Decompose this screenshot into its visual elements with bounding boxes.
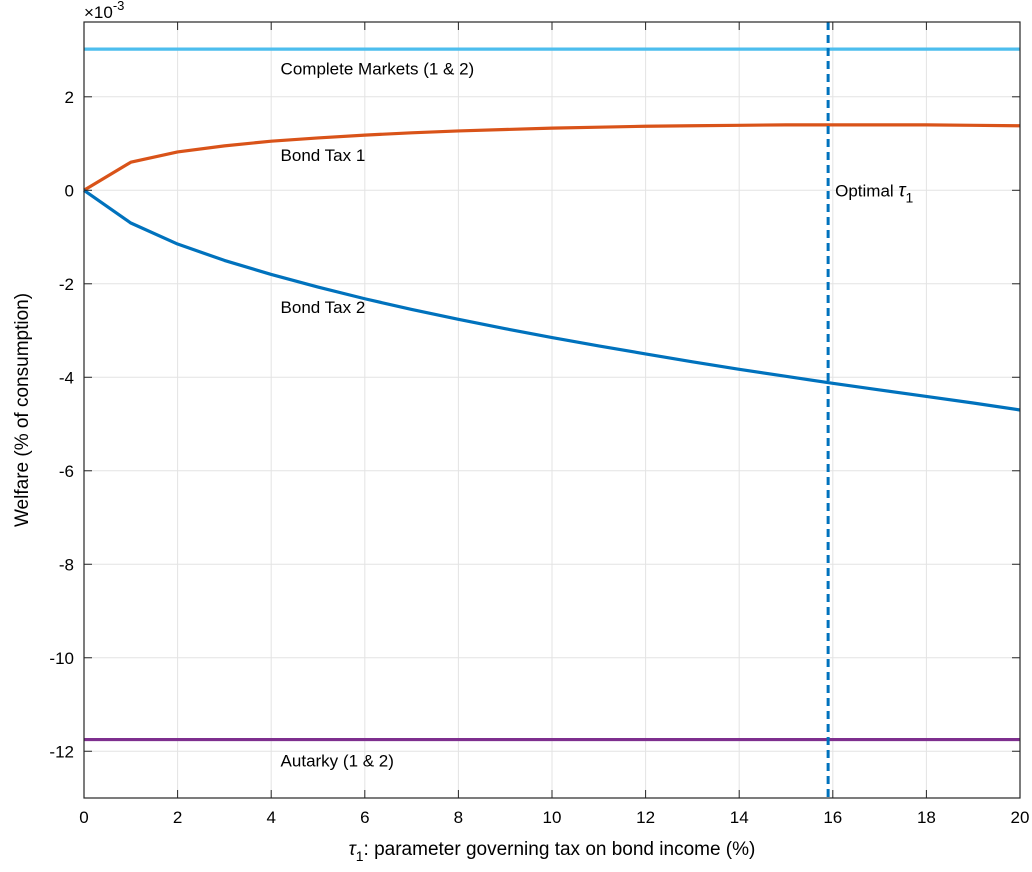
x-tick-label: 20 xyxy=(1011,808,1030,827)
annotation-symbol: τ xyxy=(898,180,907,201)
annotation-complete: Complete Markets (1 & 2) xyxy=(281,60,475,79)
y-tick-label: -10 xyxy=(49,649,74,668)
x-tick-label: 10 xyxy=(543,808,562,827)
x-axis-label-text: : parameter governing tax on bond income… xyxy=(364,839,756,860)
series-line-bondtax1 xyxy=(83,123,1021,192)
y-tick-label: -4 xyxy=(59,368,74,387)
y-tick-label: -6 xyxy=(59,462,74,481)
x-axis-label-subscript: 1 xyxy=(356,848,364,864)
x-tick-label: 18 xyxy=(917,808,936,827)
y-exponent-power: -3 xyxy=(113,0,125,13)
annotation-autarky: Autarky (1 & 2) xyxy=(281,752,394,771)
annotation-text: Bond Tax 2 xyxy=(281,298,366,317)
x-axis-label-symbol: τ xyxy=(349,839,358,860)
annotation-text: Autarky (1 & 2) xyxy=(281,752,394,771)
y-tick-label: -2 xyxy=(59,275,74,294)
y-tick-label: 0 xyxy=(65,181,74,200)
x-axis-label: τ1: parameter governing tax on bond inco… xyxy=(349,839,756,864)
x-tick-label: 6 xyxy=(360,808,369,827)
x-tick-label: 8 xyxy=(454,808,463,827)
series-line-bondtax2 xyxy=(83,188,1021,412)
y-axis-label: Welfare (% of consumption) xyxy=(12,293,33,527)
y-tick-label: 2 xyxy=(65,88,74,107)
x-tick-label: 0 xyxy=(79,808,88,827)
annotation-subscript: 1 xyxy=(906,189,914,205)
x-tick-label: 16 xyxy=(823,808,842,827)
x-tick-label: 4 xyxy=(266,808,275,827)
y-tick-label: -8 xyxy=(59,555,74,574)
y-axis-exponent: ×10-3 xyxy=(84,0,124,22)
y-exponent-base: ×10 xyxy=(84,3,113,22)
annotations: Complete Markets (1 & 2) Bond Tax 1 Bond T… xyxy=(281,60,914,771)
x-tick-label: 14 xyxy=(730,808,749,827)
annotation-text: Complete Markets (1 & 2) xyxy=(281,60,475,79)
annotation-bondtax1: Bond Tax 1 xyxy=(281,146,366,165)
annotation-text: Optimal xyxy=(835,181,898,200)
axes: 0 2 4 6 8 10 12 14 16 18 20 -12 -10 -8 -6 -4 -2 0 2 xyxy=(49,21,1030,827)
annotation-bondtax2: Bond Tax 2 xyxy=(281,298,366,317)
series-layer xyxy=(83,22,1021,798)
y-tick-label: -12 xyxy=(49,742,74,761)
x-tick-label: 2 xyxy=(173,808,182,827)
annotation-text: Bond Tax 1 xyxy=(281,146,366,165)
x-tick-label: 12 xyxy=(636,808,655,827)
annotation-optimal: Optimal τ1 xyxy=(835,180,913,205)
